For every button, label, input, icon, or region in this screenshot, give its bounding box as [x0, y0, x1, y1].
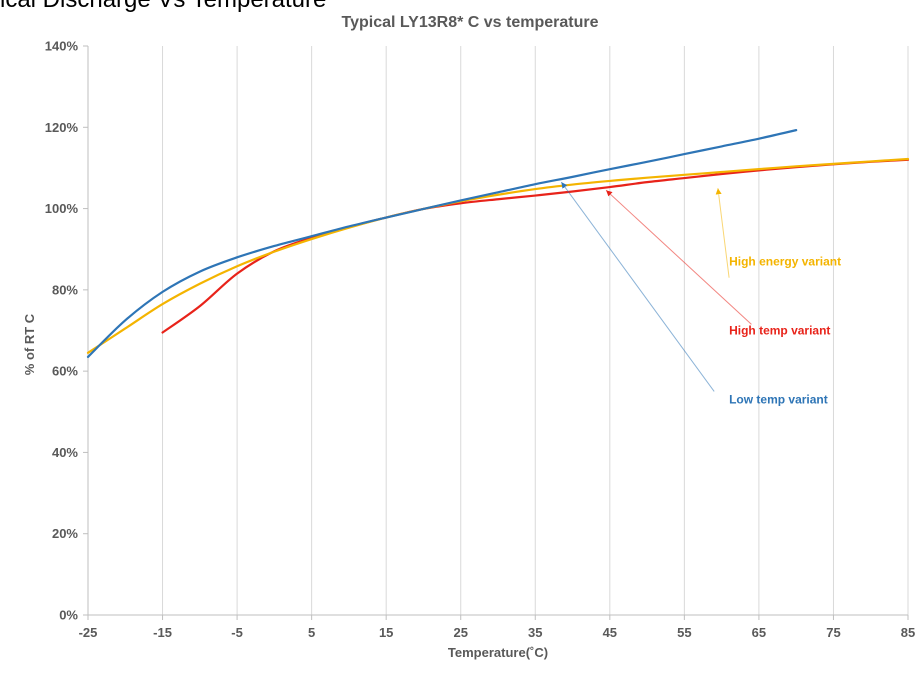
y-tick-label: 140% [45, 39, 79, 54]
clipped-page-heading: ical Discharge Vs Temperature [0, 0, 326, 14]
axes: 0% 20% 40% 60% 80% 100% 120% 140% -25 -15 -5 5 15 25 3… [45, 39, 915, 641]
y-tick-label: 100% [45, 201, 79, 216]
x-tick-label: 65 [752, 625, 766, 640]
x-tick-label: 15 [379, 625, 393, 640]
annotation-label: High energy variant [729, 254, 841, 268]
annotation-label: High temp variant [729, 324, 830, 338]
y-tick-label: 60% [52, 364, 78, 379]
y-tick-label: 20% [52, 526, 78, 541]
series-line-high-energy-variant [86, 157, 910, 354]
y-axis-label: % of RT C [22, 313, 37, 375]
annotation-label: Low temp variant [729, 393, 828, 407]
annotations: High energy variant High temp variant Low … [560, 181, 841, 407]
y-tick-label: 40% [52, 445, 78, 460]
series-line-low-temp-variant [86, 129, 798, 359]
y-tick-label: 0% [59, 608, 78, 623]
series-lines [86, 129, 910, 359]
annotation-arrow [560, 181, 715, 392]
x-tick-label: 35 [528, 625, 542, 640]
x-tick-label: 5 [308, 625, 315, 640]
x-tick-label: 45 [603, 625, 617, 640]
x-tick-label: 55 [677, 625, 691, 640]
x-tick-label: 75 [826, 625, 840, 640]
y-tick-label: 80% [52, 282, 78, 297]
x-tick-label: -5 [231, 625, 243, 640]
x-tick-label: -15 [153, 625, 172, 640]
grid-lines [162, 46, 909, 615]
x-axis-label: Temperature(˚C) [448, 645, 548, 660]
chart-title: Typical LY13R8* C vs temperature [341, 14, 598, 31]
annotation-arrow [605, 189, 752, 325]
x-tick-label: 25 [453, 625, 467, 640]
x-tick-label: 85 [901, 625, 915, 640]
x-tick-label: -25 [79, 625, 98, 640]
annotation-arrow [715, 188, 730, 278]
y-tick-label: 120% [45, 120, 79, 135]
